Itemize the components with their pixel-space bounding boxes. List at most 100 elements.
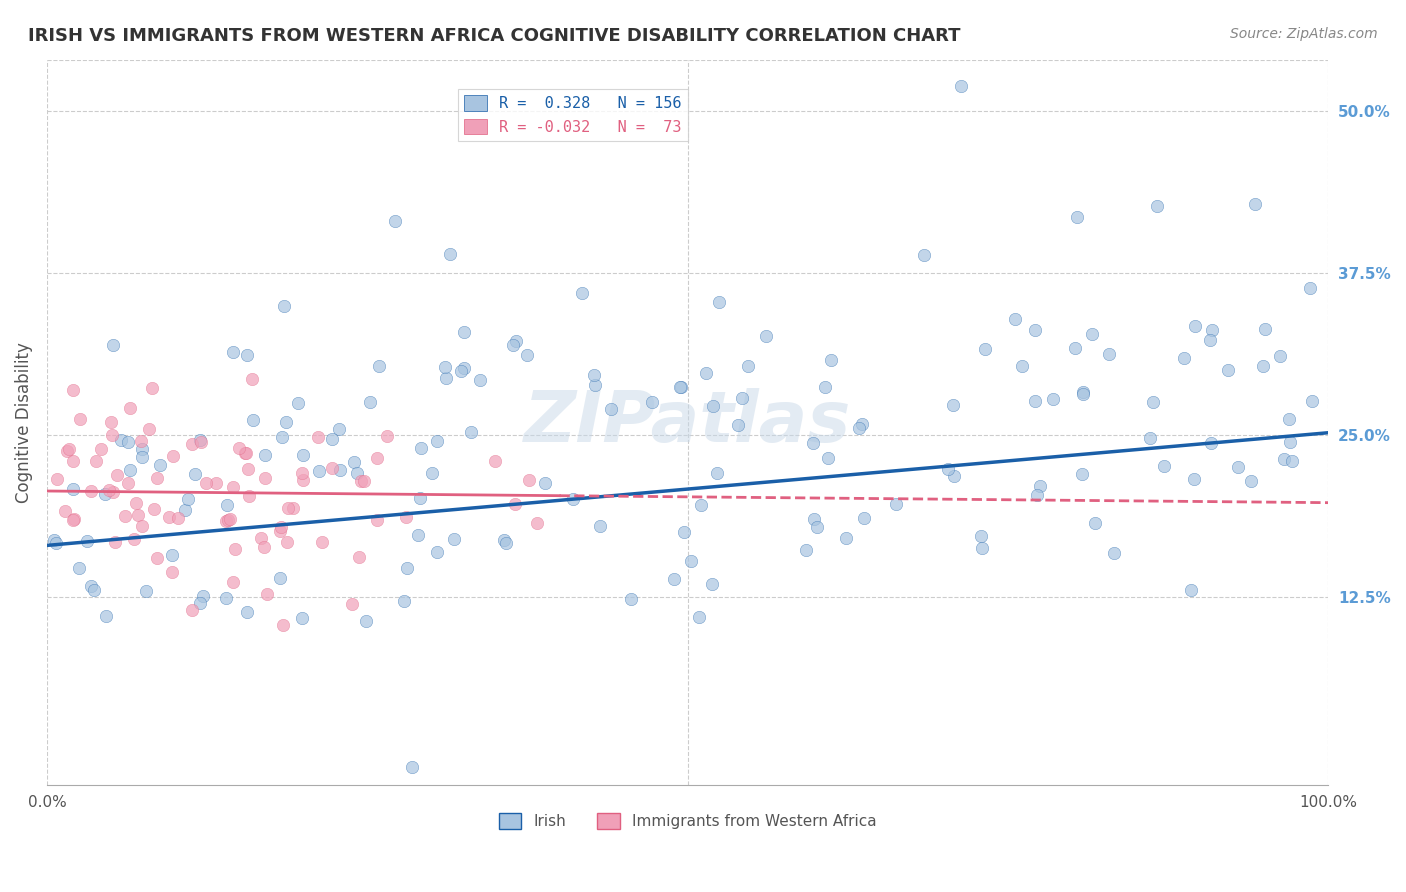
Point bbox=[912, 248, 935, 262]
Point bbox=[806, 519, 828, 533]
Point bbox=[321, 461, 343, 475]
Point bbox=[505, 334, 527, 348]
Point bbox=[1071, 386, 1094, 401]
Point bbox=[943, 469, 966, 483]
Point bbox=[281, 500, 304, 515]
Point bbox=[817, 450, 839, 465]
Point bbox=[450, 364, 472, 378]
Point bbox=[401, 760, 423, 774]
Point bbox=[1218, 363, 1240, 377]
Point bbox=[1042, 392, 1064, 406]
Point bbox=[516, 348, 538, 362]
Point bbox=[190, 434, 212, 449]
Point bbox=[340, 597, 363, 611]
Point bbox=[662, 573, 685, 587]
Point bbox=[270, 520, 292, 534]
Point bbox=[157, 509, 180, 524]
Point bbox=[366, 512, 388, 526]
Point bbox=[526, 516, 548, 530]
Point bbox=[1184, 318, 1206, 333]
Text: Source: ZipAtlas.com: Source: ZipAtlas.com bbox=[1230, 27, 1378, 41]
Point bbox=[377, 429, 399, 443]
Point bbox=[422, 467, 444, 481]
Point bbox=[834, 531, 856, 545]
Point bbox=[190, 596, 212, 610]
Point bbox=[45, 472, 67, 486]
Point bbox=[589, 518, 612, 533]
Point bbox=[236, 348, 259, 362]
Point bbox=[1024, 394, 1046, 409]
Point bbox=[124, 496, 146, 510]
Point bbox=[1254, 322, 1277, 336]
Point bbox=[269, 571, 291, 585]
Point bbox=[63, 512, 86, 526]
Point bbox=[1025, 488, 1047, 502]
Point bbox=[256, 587, 278, 601]
Point bbox=[138, 422, 160, 436]
Point bbox=[131, 450, 153, 464]
Point bbox=[434, 360, 457, 375]
Point bbox=[460, 425, 482, 439]
Point bbox=[166, 511, 188, 525]
Point bbox=[468, 373, 491, 387]
Point bbox=[366, 451, 388, 466]
Point bbox=[56, 444, 79, 458]
Point bbox=[184, 467, 207, 481]
Point bbox=[1227, 460, 1250, 475]
Point bbox=[222, 480, 245, 494]
Point bbox=[269, 524, 291, 538]
Point bbox=[439, 247, 461, 261]
Point bbox=[1201, 323, 1223, 337]
Point bbox=[600, 402, 623, 417]
Point bbox=[1173, 351, 1195, 365]
Point bbox=[1182, 472, 1205, 486]
Point bbox=[221, 345, 243, 359]
Point bbox=[98, 483, 121, 497]
Point bbox=[356, 615, 378, 629]
Point bbox=[690, 498, 713, 512]
Point bbox=[484, 454, 506, 468]
Point bbox=[117, 475, 139, 490]
Point bbox=[271, 430, 294, 444]
Point bbox=[217, 513, 239, 527]
Point bbox=[936, 462, 959, 476]
Point bbox=[1139, 432, 1161, 446]
Point bbox=[848, 421, 870, 435]
Point bbox=[495, 535, 517, 549]
Point bbox=[1278, 435, 1301, 450]
Point bbox=[755, 328, 778, 343]
Point bbox=[974, 342, 997, 356]
Point bbox=[193, 590, 215, 604]
Point bbox=[1278, 411, 1301, 425]
Point bbox=[1272, 451, 1295, 466]
Text: ZIPatlas: ZIPatlas bbox=[524, 388, 852, 457]
Point bbox=[76, 534, 98, 549]
Point bbox=[253, 541, 276, 555]
Point bbox=[291, 448, 314, 462]
Point bbox=[205, 475, 228, 490]
Point bbox=[329, 462, 352, 476]
Point bbox=[641, 395, 664, 409]
Point bbox=[117, 434, 139, 449]
Point bbox=[55, 504, 77, 518]
Point bbox=[737, 359, 759, 373]
Point bbox=[353, 474, 375, 488]
Point bbox=[273, 299, 295, 313]
Point bbox=[1084, 516, 1107, 530]
Point bbox=[970, 529, 993, 543]
Point bbox=[803, 512, 825, 526]
Point bbox=[1281, 454, 1303, 468]
Point bbox=[571, 286, 593, 301]
Point bbox=[180, 436, 202, 450]
Point bbox=[224, 541, 246, 556]
Point bbox=[177, 491, 200, 506]
Point bbox=[949, 78, 972, 93]
Point bbox=[254, 448, 277, 462]
Point bbox=[120, 401, 142, 415]
Point bbox=[1024, 323, 1046, 337]
Point bbox=[250, 531, 273, 545]
Point bbox=[411, 441, 433, 455]
Point bbox=[681, 554, 703, 568]
Point bbox=[308, 464, 330, 478]
Point bbox=[290, 611, 312, 625]
